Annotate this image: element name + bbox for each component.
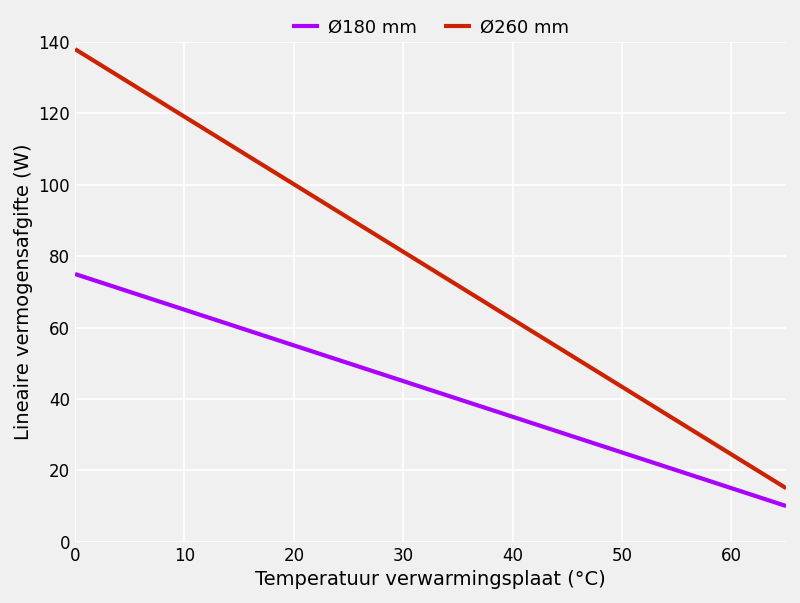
Y-axis label: Lineaire vermogensafgifte (W): Lineaire vermogensafgifte (W) (14, 144, 33, 440)
X-axis label: Temperatuur verwarmingsplaat (°C): Temperatuur verwarmingsplaat (°C) (255, 570, 606, 589)
Legend: Ø180 mm, Ø260 mm: Ø180 mm, Ø260 mm (285, 11, 576, 43)
